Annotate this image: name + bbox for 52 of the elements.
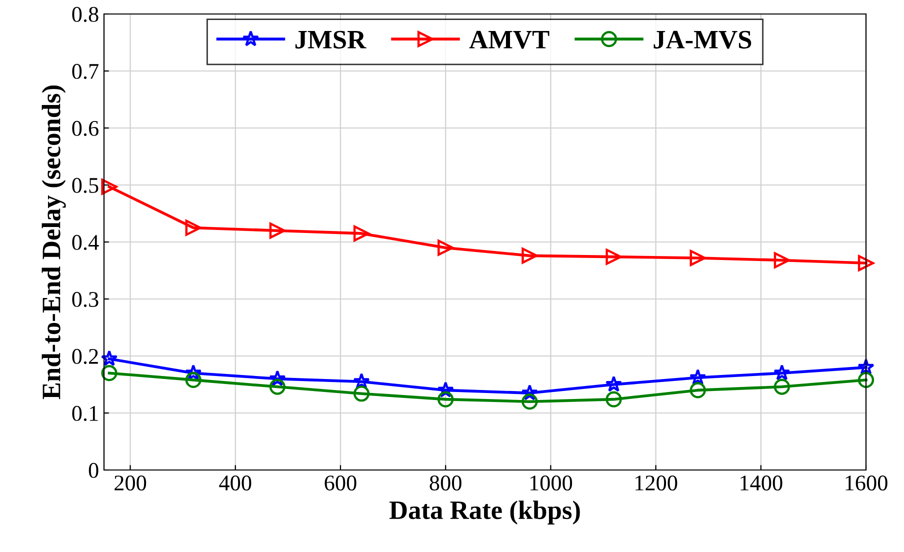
x-tick-label: 200 [114,476,146,490]
y-tick-label: 0.7 [72,64,98,80]
point [858,358,874,375]
point [438,391,454,408]
point [522,394,538,410]
y-tick-label: 0.2 [72,348,98,364]
point [101,178,118,195]
point [353,372,370,389]
point [606,248,622,265]
x-tick-label: 1400 [740,476,782,490]
point [774,378,790,395]
x-tick-label: 600 [324,476,356,490]
point [184,364,202,380]
x-tick-label: 1200 [636,476,678,490]
legend-label: JA-MVS [654,30,752,49]
point [100,350,118,366]
x-tick-label: 1000 [530,476,572,490]
point [269,370,286,386]
point [437,381,454,398]
y-axis-title: End-to-End Delay (seconds) [42,86,66,400]
point [522,248,538,264]
point [605,376,622,392]
point [521,384,538,400]
x-tick-label: 400 [219,476,252,490]
y-tick-label: 0 [88,462,98,478]
point [858,255,874,272]
y-tick-label: 0.1 [72,406,98,422]
y-tick-label: 0.8 [72,6,98,22]
point [606,391,622,408]
point [353,225,370,242]
point [690,250,706,266]
point [269,378,286,395]
point [774,252,790,268]
y-tick-label: 0.3 [72,292,98,308]
point [689,368,706,385]
point [774,364,790,380]
point [353,386,370,402]
point [101,365,118,382]
x-tick-label: 1600 [846,476,888,490]
point [858,372,874,388]
point [269,222,286,239]
legend-label: AMVT [469,30,550,49]
point [185,372,202,388]
point [185,220,202,236]
y-tick-label: 0.6 [72,120,98,136]
legend-label: JMSR [295,30,366,49]
x-axis-title: Data Rate (kbps) [389,500,580,524]
point [690,382,706,398]
y-tick-label: 0.5 [72,178,98,194]
y-tick-label: 0.4 [72,234,99,250]
point [438,240,454,256]
x-tick-label: 800 [430,476,462,490]
